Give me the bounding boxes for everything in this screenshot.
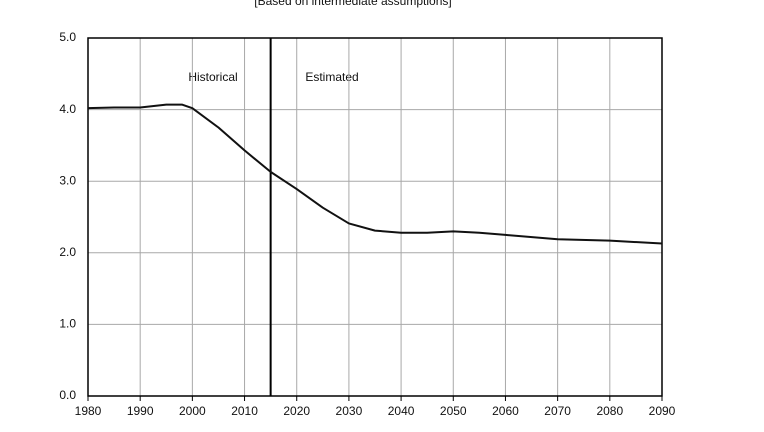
x-tick-label: 1990 [127, 404, 154, 418]
x-tick-label: 2080 [596, 404, 623, 418]
x-tick-label: 2050 [440, 404, 467, 418]
x-tick-label: 2090 [649, 404, 676, 418]
y-tick-label: 5.0 [59, 30, 76, 44]
y-tick-label: 1.0 [59, 317, 76, 331]
x-tick-label: 2070 [544, 404, 571, 418]
x-tick-label: 2060 [492, 404, 519, 418]
x-tick-label: 1980 [75, 404, 102, 418]
y-tick-label: 0.0 [59, 388, 76, 402]
x-tick-label: 2020 [283, 404, 310, 418]
x-tick-label: 2000 [179, 404, 206, 418]
y-tick-label: 4.0 [59, 102, 76, 116]
plot-frame [87, 37, 663, 397]
x-tick-label: 2010 [231, 404, 258, 418]
annotation: Historical [188, 70, 237, 84]
x-tick-label: 2030 [336, 404, 363, 418]
chart-subtitle: [Based on intermediate assumptions] [254, 0, 451, 8]
data-line [87, 103, 663, 245]
x-tick-label: 2040 [388, 404, 415, 418]
y-tick-label: 2.0 [59, 245, 76, 259]
annotation: Estimated [305, 70, 358, 84]
y-tick-label: 3.0 [59, 173, 76, 187]
